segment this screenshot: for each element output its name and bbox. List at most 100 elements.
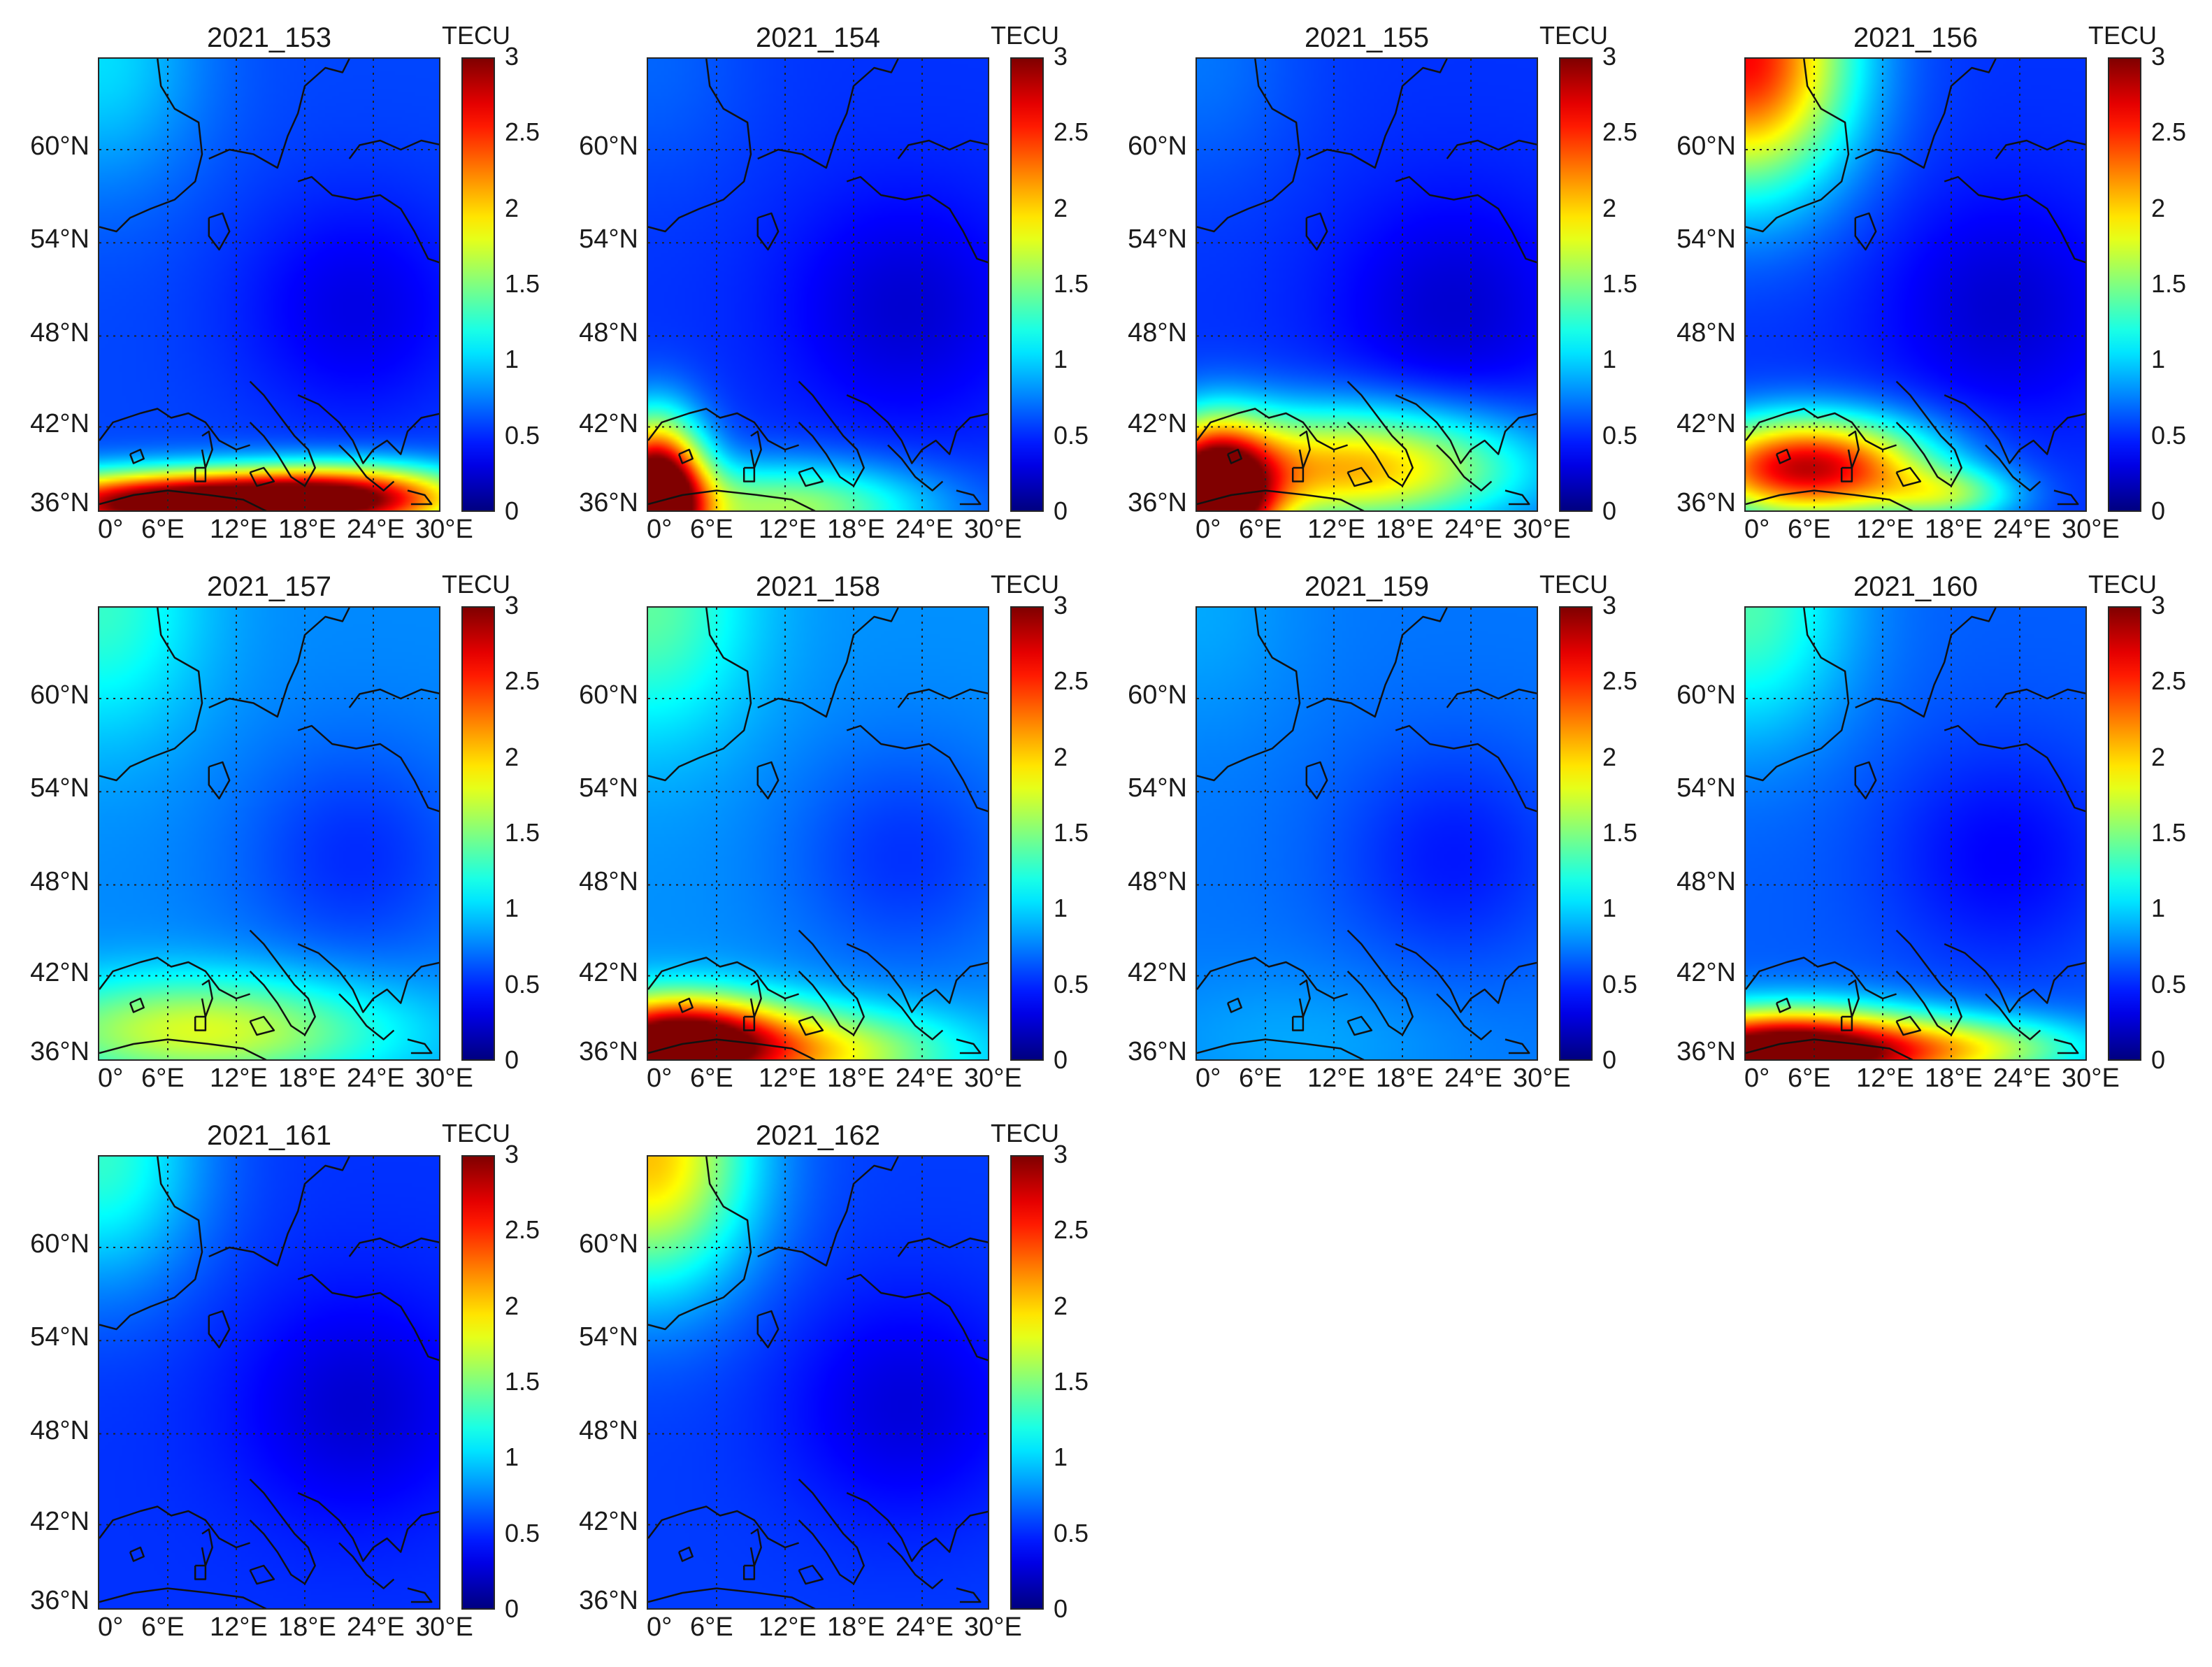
latitude-tick-label: 36°N (579, 488, 638, 518)
coastline (1291, 1015, 1305, 1031)
longitude-tick-label: 30°E (1513, 1064, 1571, 1093)
longitude-tick-label: 24°E (896, 1064, 954, 1093)
coastline (1895, 1015, 1922, 1036)
coastline (297, 394, 439, 464)
colorbar-unit-label: TECU (1539, 570, 1608, 599)
latitude-tick-label: 54°N (1676, 773, 1736, 803)
longitude-tick-label: 24°E (1444, 515, 1502, 544)
coastline (407, 489, 433, 506)
coastline (208, 1310, 231, 1349)
latitude-tick-label: 54°N (579, 224, 638, 255)
colorbar-tick-label: 0 (1602, 496, 1617, 525)
map-panel: 2021_161 60°N 54°N 48°N 42°N 36°N 0° 6°E 12°E 18°… (0, 1098, 549, 1647)
map-overlay (99, 1157, 439, 1608)
colorbar-tick-label: 2 (505, 1291, 519, 1320)
latitude-tick-label: 42°N (579, 957, 638, 987)
latitude-tick-label: 48°N (30, 1415, 89, 1445)
coastline (846, 394, 988, 464)
longitude-tick-label: 18°E (1376, 515, 1434, 544)
coastline (1854, 212, 1877, 251)
coastline (756, 1310, 780, 1349)
longitude-tick-label: 6°E (690, 1064, 733, 1093)
coastline (1985, 444, 2041, 492)
tec-heatmap (1746, 59, 2085, 510)
coastline (99, 1038, 267, 1059)
coastline (1346, 466, 1373, 487)
longitude-tick-label: 12°E (1307, 1064, 1365, 1093)
coastline (1306, 608, 1448, 718)
coastline (1944, 943, 2085, 1013)
longitude-tick-label: 12°E (1856, 515, 1914, 544)
longitude-tick-label: 18°E (1376, 1064, 1434, 1093)
colorbar-unit-label: TECU (442, 1119, 510, 1147)
coastline (887, 993, 944, 1040)
latitude-tick-label: 54°N (1128, 773, 1187, 803)
latitude-tick-label: 60°N (1676, 131, 1736, 161)
colorbar-tick-label: 2 (1602, 193, 1617, 222)
latitude-tick-label: 42°N (1128, 957, 1187, 987)
coastline (897, 1237, 988, 1257)
map-overlay (1746, 608, 2085, 1059)
coastline (846, 1491, 988, 1562)
coastline (1746, 957, 1897, 1000)
longitude-tick-label: 6°E (1788, 1064, 1831, 1093)
coastline (1197, 957, 1348, 1000)
latitude-tick-label: 48°N (579, 866, 638, 896)
coastline (2053, 489, 2079, 506)
longitude-tick-label: 12°E (1856, 1064, 1914, 1093)
coastline (297, 176, 439, 264)
longitude-tick-label: 24°E (1444, 1064, 1502, 1093)
colorbar-tick-label: 0.5 (2151, 969, 2187, 999)
coastline (1395, 176, 1537, 264)
longitude-tick-label: 18°E (278, 1612, 336, 1642)
coastline (208, 608, 350, 718)
longitude-tick-label: 0° (98, 1612, 124, 1642)
colorbar-tick-label: 1 (505, 894, 519, 923)
coastline (99, 408, 250, 451)
map-overlay (1197, 59, 1537, 510)
coastline (1985, 993, 2041, 1040)
coastline (1395, 394, 1537, 464)
colorbar-tick-label: 2.5 (505, 1215, 540, 1245)
colorbar-tick-label: 2 (1054, 1291, 1068, 1320)
coastline (749, 1528, 762, 1567)
tec-map (1195, 57, 1538, 512)
latitude-tick-label: 54°N (579, 773, 638, 803)
coastline (798, 1564, 824, 1585)
longitude-tick-label: 30°E (415, 515, 473, 544)
colorbar-tick-label: 2.5 (505, 117, 540, 147)
longitude-tick-label: 12°E (210, 515, 268, 544)
latitude-tick-label: 42°N (30, 1506, 89, 1536)
coastline (297, 943, 439, 1013)
colorbar-tick-label: 0.5 (1054, 1518, 1089, 1547)
coastline (749, 979, 762, 1018)
colorbar-tick-label: 3 (1054, 1140, 1068, 1168)
coastline (887, 444, 944, 492)
coastline (742, 1015, 756, 1031)
coastline (1346, 1015, 1373, 1036)
coastline (677, 997, 694, 1013)
colorbar-tick-label: 1 (2151, 345, 2166, 374)
coastline (756, 212, 780, 251)
colorbar-tick-label: 2.5 (1602, 666, 1638, 696)
longitude-tick-label: 24°E (347, 1612, 405, 1642)
tec-map (98, 1155, 440, 1610)
longitude-tick-label: 24°E (896, 515, 954, 544)
longitude-tick-label: 12°E (1307, 515, 1365, 544)
coastline (1395, 724, 1537, 813)
colorbar-tick-label: 1 (1602, 345, 1617, 374)
latitude-tick-label: 36°N (1676, 1037, 1736, 1067)
longitude-tick-label: 12°E (759, 1612, 817, 1642)
latitude-tick-label: 48°N (30, 866, 89, 896)
coastline (798, 929, 865, 1036)
coastline (1746, 59, 1850, 233)
colorbar-tick-label: 2.5 (1054, 117, 1089, 147)
colorbar-tick-label: 0 (2151, 496, 2166, 525)
coastline (1436, 993, 1493, 1040)
colorbar-tick-label: 0 (2151, 1045, 2166, 1074)
colorbar (461, 57, 495, 512)
colorbar-tick-label: 1.5 (1602, 818, 1638, 847)
coastline (1504, 1038, 1530, 1054)
longitude-tick-label: 0° (647, 1612, 673, 1642)
